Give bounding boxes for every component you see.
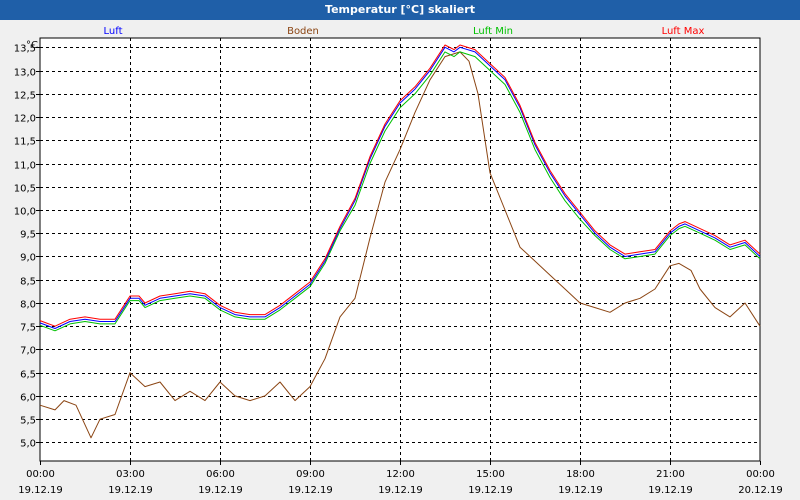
- x-tick-date-label: 19.12.19: [378, 485, 423, 496]
- y-tick-label: 11,0: [14, 161, 36, 172]
- x-tick-time-label: 03:00: [116, 469, 145, 480]
- x-tick-time-label: 15:00: [476, 469, 505, 480]
- y-tick-label: 5,0: [20, 439, 36, 450]
- x-tick-time-label: 06:00: [206, 469, 235, 480]
- x-tick-time-label: 00:00: [26, 469, 55, 480]
- x-tick-date-label: 19.12.19: [18, 485, 63, 496]
- y-tick-label: 12,5: [14, 91, 36, 102]
- x-tick-date-label: 19.12.19: [558, 485, 603, 496]
- y-tick-label: 5,5: [20, 416, 36, 427]
- y-tick-label: 7,5: [20, 323, 36, 334]
- x-tick-date-label: 20.12.19: [738, 485, 783, 496]
- x-tick-time-label: 18:00: [566, 469, 595, 480]
- y-tick-label: 13,0: [14, 68, 36, 79]
- legend-entry-luft: Luft: [104, 26, 123, 37]
- series-line-boden: [39, 51, 761, 439]
- series-line-luft: [39, 46, 761, 329]
- y-tick-label: 8,5: [20, 277, 36, 288]
- legend-entry-luft-max: Luft Max: [662, 26, 705, 37]
- legend-entry-boden: Boden: [287, 26, 319, 37]
- x-tick-time-label: 00:00: [746, 469, 775, 480]
- x-tick-time-label: 21:00: [656, 469, 685, 480]
- y-tick-label: 11,5: [14, 137, 36, 148]
- series-line-luft-min: [39, 51, 761, 332]
- y-tick-label: 9,0: [20, 253, 36, 264]
- series-line-luft-max: [39, 44, 761, 327]
- y-tick-label: 6,5: [20, 370, 36, 381]
- x-tick-date-label: 19.12.19: [198, 485, 243, 496]
- y-tick-label: 10,0: [14, 207, 36, 218]
- legend-entry-luft-min: Luft Min: [473, 26, 513, 37]
- y-tick-label: 7,0: [20, 346, 36, 357]
- y-tick-label: 9,5: [20, 230, 36, 241]
- y-tick-label: 8,0: [20, 300, 36, 311]
- y-tick-label: 13,5: [14, 44, 36, 55]
- x-tick-date-label: 19.12.19: [288, 485, 333, 496]
- x-tick-date-label: 19.12.19: [648, 485, 693, 496]
- x-tick-time-label: 09:00: [296, 469, 325, 480]
- chart-title-bar: Temperatur [°C] skaliert: [0, 0, 800, 20]
- x-tick-date-label: 19.12.19: [108, 485, 153, 496]
- y-tick-label: 12,0: [14, 114, 36, 125]
- x-tick-date-label: 19.12.19: [468, 485, 513, 496]
- y-tick-label: 10,5: [14, 184, 36, 195]
- x-tick-time-label: 12:00: [386, 469, 415, 480]
- chart-title: Temperatur [°C] skaliert: [325, 3, 475, 16]
- y-axis-label: °C: [26, 40, 38, 51]
- y-tick-label: 6,0: [20, 393, 36, 404]
